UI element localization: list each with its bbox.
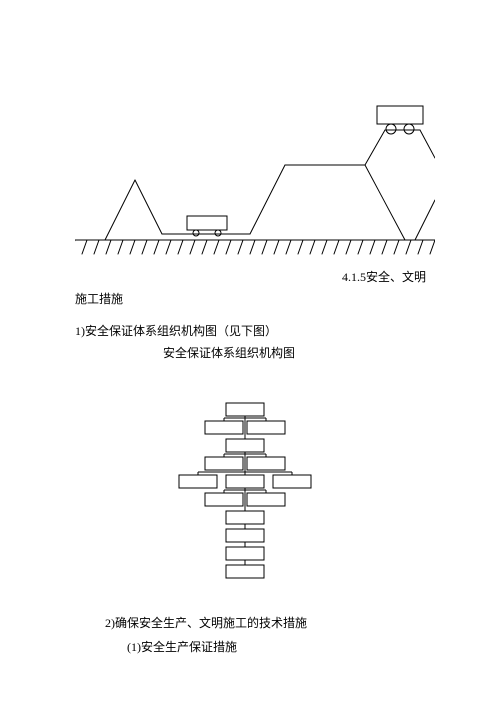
section-number-label: 4.1.5安全、文明 [342,270,426,284]
org-chart-caption: 安全保证体系组织机构图 [163,346,295,360]
list-subitem-2-1: (1)安全生产保证措施 [127,640,237,654]
list-item-1: 1)安全保证体系组织机构图（见下图） [75,324,277,338]
heading-construction-measures: 施工措施 [75,292,123,306]
cross-section-diagram [75,70,435,265]
list-item-2: 2)确保安全生产、文明施工的技术措施 [105,616,307,630]
org-chart-diagram [155,395,335,595]
page: 4.1.5安全、文明 施工措施 1)安全保证体系组织机构图（见下图） 安全保证体… [0,0,500,706]
